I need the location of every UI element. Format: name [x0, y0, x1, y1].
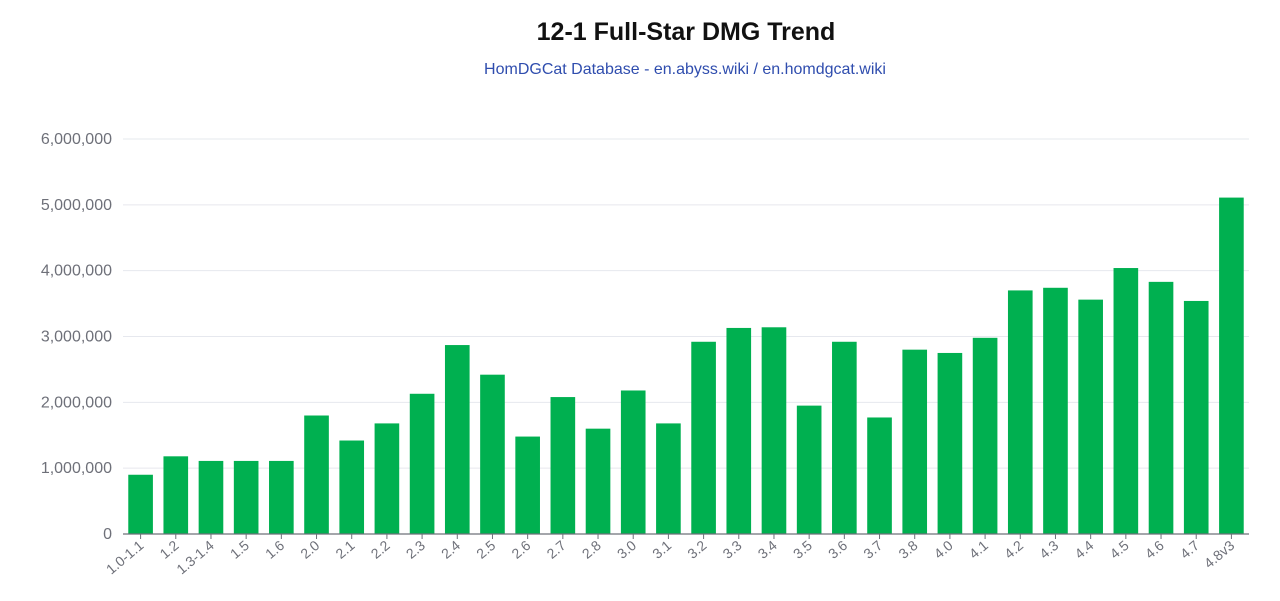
- y-tick-label: 1,000,000: [41, 460, 112, 477]
- y-tick-label: 6,000,000: [41, 131, 112, 148]
- x-tick-label: 4.6: [1142, 537, 1167, 562]
- x-tick-label: 2.5: [473, 537, 498, 562]
- x-tick-label: 2.1: [332, 537, 357, 562]
- x-tick-label: 4.2: [1001, 537, 1026, 562]
- y-tick-label: 3,000,000: [41, 329, 112, 346]
- x-tick-label: 4.7: [1177, 537, 1202, 562]
- bar[interactable]: [902, 349, 928, 534]
- bar[interactable]: [163, 456, 189, 534]
- bar[interactable]: [128, 474, 153, 534]
- bar[interactable]: [269, 460, 294, 534]
- x-tick-label: 3.5: [790, 537, 815, 562]
- x-tick-label: 1.5: [227, 537, 252, 562]
- bar[interactable]: [691, 341, 716, 534]
- x-tick-label: 3.8: [895, 537, 920, 562]
- x-tick-label: 2.0: [297, 537, 322, 562]
- x-tick-label: 3.6: [825, 537, 850, 562]
- bar[interactable]: [832, 341, 857, 534]
- bar[interactable]: [585, 428, 611, 534]
- x-tick-label: 4.0: [931, 537, 956, 562]
- x-tick-label: 2.6: [508, 537, 533, 562]
- x-tick-label: 3.1: [649, 537, 674, 562]
- bar[interactable]: [198, 460, 224, 534]
- bar[interactable]: [726, 327, 752, 534]
- x-tick-label: 4.3: [1036, 537, 1061, 562]
- x-tick-label: 2.7: [544, 537, 569, 562]
- bar[interactable]: [761, 327, 787, 534]
- y-tick-label: 4,000,000: [41, 263, 112, 280]
- x-tick-label: 3.2: [684, 537, 709, 562]
- x-tick-label: 3.3: [720, 537, 745, 562]
- bar[interactable]: [444, 345, 470, 534]
- x-tick-label: 2.2: [368, 537, 393, 562]
- bar[interactable]: [480, 374, 505, 534]
- bar[interactable]: [233, 460, 259, 534]
- bars: [128, 197, 1244, 535]
- chart-title: 12-1 Full-Star DMG Trend: [536, 18, 836, 46]
- bar[interactable]: [937, 352, 963, 534]
- x-tick-label: 3.4: [755, 537, 780, 562]
- bar[interactable]: [620, 390, 646, 534]
- x-tick-label: 2.8: [579, 537, 604, 562]
- x-tick-label: 1.2: [157, 537, 182, 562]
- y-tick-label: 5,000,000: [41, 197, 112, 214]
- x-tick-label: 3.7: [860, 537, 885, 562]
- chart-subtitle[interactable]: HomDGCat Database - en.abyss.wiki / en.h…: [484, 61, 886, 78]
- bar[interactable]: [1148, 281, 1174, 534]
- bar[interactable]: [1183, 300, 1209, 534]
- bar[interactable]: [1113, 268, 1139, 534]
- x-tick-label: 2.3: [403, 537, 428, 562]
- y-tick-label: 0: [103, 526, 112, 543]
- bar[interactable]: [374, 423, 400, 534]
- y-tick-label: 2,000,000: [41, 394, 112, 411]
- bar[interactable]: [1219, 197, 1244, 534]
- bar[interactable]: [1007, 290, 1033, 534]
- x-tick-label: 4.8v3: [1201, 537, 1238, 571]
- x-tick-label: 4.4: [1071, 537, 1096, 562]
- x-tick-label: 2.4: [438, 537, 463, 562]
- y-axis-ticks: 0 1,000,000 2,000,000 3,000,000 4,000,000 5,0…: [41, 131, 112, 543]
- bar[interactable]: [796, 405, 822, 534]
- bar[interactable]: [409, 393, 435, 534]
- bar[interactable]: [339, 440, 365, 534]
- bar[interactable]: [515, 436, 540, 534]
- x-tick-label: 4.1: [966, 537, 991, 562]
- x-tick-label: 1.6: [262, 537, 287, 562]
- x-axis-ticks: 1.0-1.1 1.21.3-1.4 1.5 1.6 2.0 2.1 2.2 2.3 2.4 2.…: [103, 534, 1238, 577]
- bar[interactable]: [867, 417, 892, 534]
- x-tick-label: 3.0: [614, 537, 639, 562]
- bar[interactable]: [304, 415, 329, 535]
- bar[interactable]: [972, 337, 998, 534]
- x-tick-label: 1.3-1.4: [173, 537, 217, 577]
- x-tick-label: 4.5: [1107, 537, 1132, 562]
- bar[interactable]: [1078, 299, 1103, 534]
- bar[interactable]: [1043, 287, 1068, 534]
- bar[interactable]: [550, 397, 576, 534]
- bar[interactable]: [656, 423, 681, 534]
